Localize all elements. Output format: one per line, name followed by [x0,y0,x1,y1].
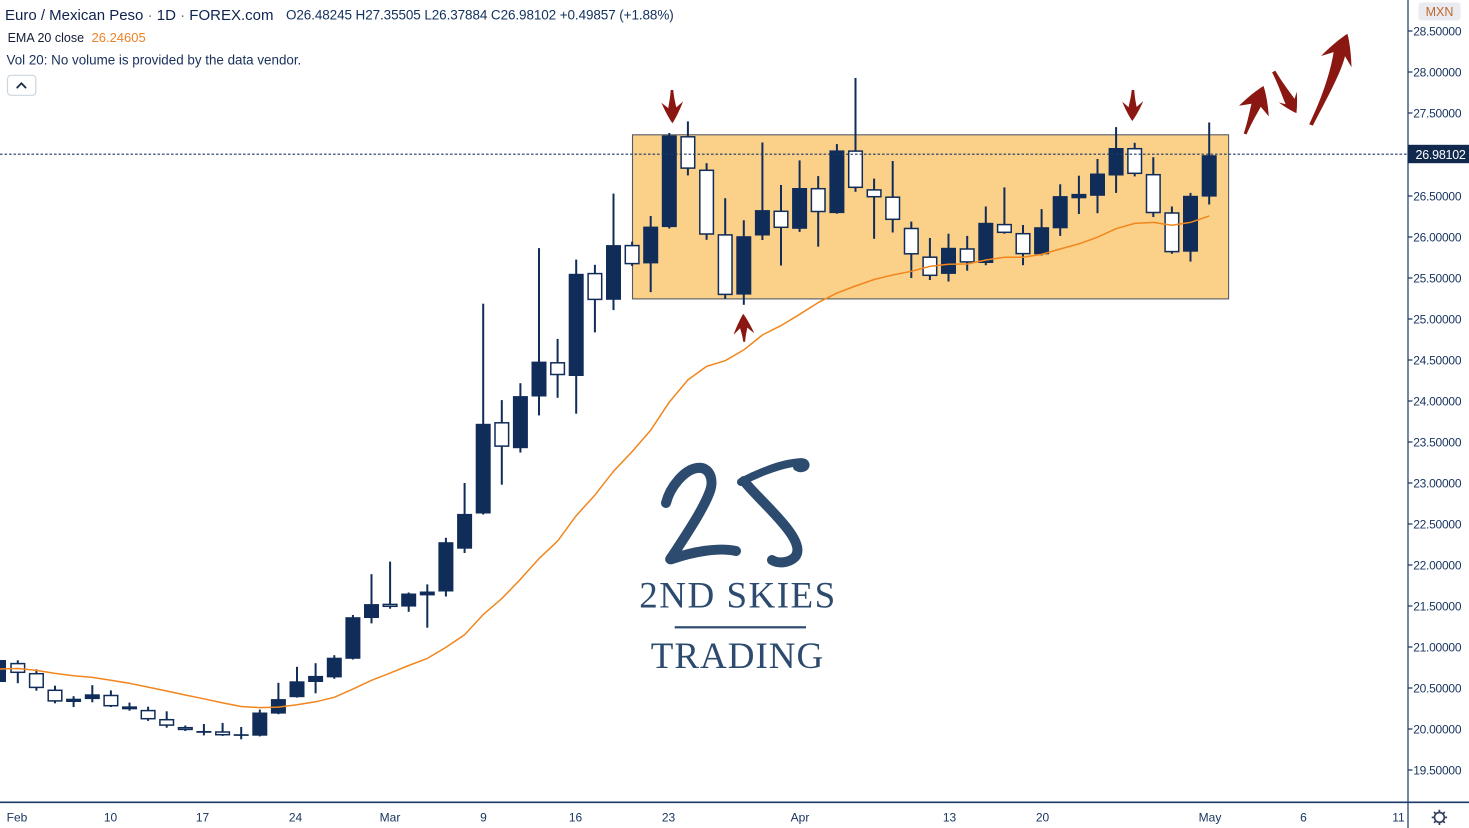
svg-text:6: 6 [1300,811,1307,825]
svg-text:22.00000: 22.00000 [1413,558,1462,572]
svg-text:26.50000: 26.50000 [1413,189,1462,203]
svg-text:2ND SKIES: 2ND SKIES [639,576,837,617]
svg-text:24: 24 [289,811,303,825]
svg-text:19.50000: 19.50000 [1413,763,1462,777]
svg-text:21.00000: 21.00000 [1413,640,1462,654]
svg-text:26.24605: 26.24605 [92,30,146,45]
svg-text:17: 17 [196,811,210,825]
svg-text:Mar: Mar [380,811,401,825]
svg-text:27.50000: 27.50000 [1413,106,1462,120]
svg-text:May: May [1199,811,1222,825]
svg-text:25.50000: 25.50000 [1413,271,1462,285]
svg-text:TRADING: TRADING [651,636,824,677]
svg-text:28.50000: 28.50000 [1413,24,1462,38]
svg-text:22.50000: 22.50000 [1413,517,1462,531]
svg-text:23: 23 [662,811,676,825]
svg-text:23.00000: 23.00000 [1413,476,1462,490]
svg-text:20: 20 [1036,811,1050,825]
svg-text:20.50000: 20.50000 [1413,681,1462,695]
svg-text:O26.48245 H27.35505 L26.3788: O26.48245 H27.35505 L26.37884 C26.98102 … [286,7,674,22]
svg-text:20.00000: 20.00000 [1413,722,1462,736]
svg-text:Feb: Feb [7,811,28,825]
svg-text:26.98102: 26.98102 [1416,148,1466,162]
svg-text:MXN: MXN [1426,5,1454,19]
svg-text:21.50000: 21.50000 [1413,599,1462,613]
svg-text:24.50000: 24.50000 [1413,353,1462,367]
svg-text:13: 13 [943,811,957,825]
svg-text:23.50000: 23.50000 [1413,435,1462,449]
svg-text:Vol 20: No volume is provided: Vol 20: No volume is provided by the dat… [7,53,302,68]
svg-text:Euro / Mexican Peso · 1D · FOR: Euro / Mexican Peso · 1D · FOREX.com [5,7,273,24]
svg-text:EMA 20 close: EMA 20 close [8,31,84,45]
svg-text:28.00000: 28.00000 [1413,65,1462,79]
svg-text:16: 16 [569,811,583,825]
svg-text:9: 9 [480,811,487,825]
svg-text:10: 10 [104,811,118,825]
svg-text:25.00000: 25.00000 [1413,312,1462,326]
svg-text:24.00000: 24.00000 [1413,394,1462,408]
svg-text:26.00000: 26.00000 [1413,230,1462,244]
svg-text:Apr: Apr [791,811,810,825]
svg-text:11: 11 [1392,811,1405,825]
